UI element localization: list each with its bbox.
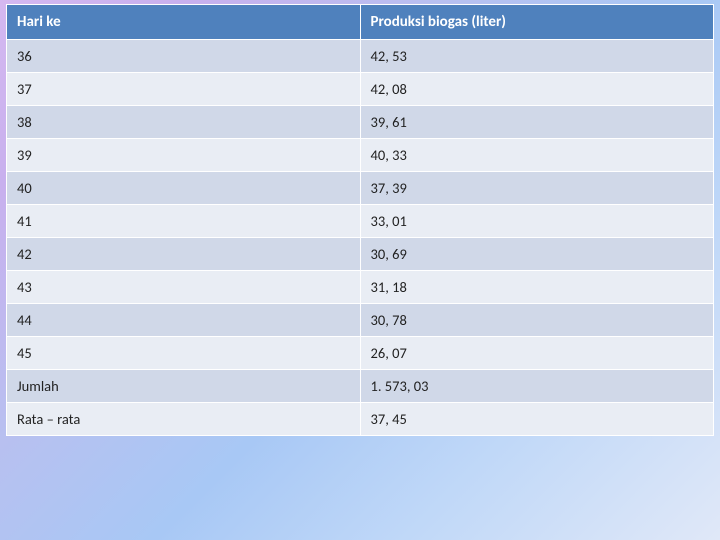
- cell-rata-label: Rata – rata: [7, 403, 361, 436]
- cell-produksi: 40, 33: [360, 139, 714, 172]
- cell-produksi: 42, 53: [360, 40, 714, 73]
- cell-produksi: 30, 78: [360, 304, 714, 337]
- table-row: 39 40, 33: [7, 139, 714, 172]
- col-header-produksi: Produksi biogas (liter): [360, 5, 714, 40]
- cell-jumlah-label: Jumlah: [7, 370, 361, 403]
- cell-hari: 44: [7, 304, 361, 337]
- cell-produksi: 39, 61: [360, 106, 714, 139]
- cell-hari: 39: [7, 139, 361, 172]
- cell-hari: 38: [7, 106, 361, 139]
- cell-hari: 45: [7, 337, 361, 370]
- cell-produksi: 30, 69: [360, 238, 714, 271]
- table-container: Hari ke Produksi biogas (liter) 36 42, 5…: [0, 0, 720, 440]
- table-row: 41 33, 01: [7, 205, 714, 238]
- table-row: 42 30, 69: [7, 238, 714, 271]
- cell-hari: 41: [7, 205, 361, 238]
- cell-hari: 36: [7, 40, 361, 73]
- col-header-hari: Hari ke: [7, 5, 361, 40]
- cell-produksi: 33, 01: [360, 205, 714, 238]
- table-row: 36 42, 53: [7, 40, 714, 73]
- cell-hari: 37: [7, 73, 361, 106]
- cell-hari: 43: [7, 271, 361, 304]
- biogas-table: Hari ke Produksi biogas (liter) 36 42, 5…: [6, 4, 714, 436]
- cell-rata-value: 37, 45: [360, 403, 714, 436]
- cell-jumlah-value: 1. 573, 03: [360, 370, 714, 403]
- cell-hari: 42: [7, 238, 361, 271]
- table-row: 38 39, 61: [7, 106, 714, 139]
- table-row-total: Jumlah 1. 573, 03: [7, 370, 714, 403]
- table-row: 37 42, 08: [7, 73, 714, 106]
- table-row: 45 26, 07: [7, 337, 714, 370]
- table-row: 43 31, 18: [7, 271, 714, 304]
- cell-produksi: 37, 39: [360, 172, 714, 205]
- cell-hari: 40: [7, 172, 361, 205]
- table-header-row: Hari ke Produksi biogas (liter): [7, 5, 714, 40]
- table-row-average: Rata – rata 37, 45: [7, 403, 714, 436]
- table-row: 44 30, 78: [7, 304, 714, 337]
- cell-produksi: 26, 07: [360, 337, 714, 370]
- cell-produksi: 42, 08: [360, 73, 714, 106]
- table-row: 40 37, 39: [7, 172, 714, 205]
- cell-produksi: 31, 18: [360, 271, 714, 304]
